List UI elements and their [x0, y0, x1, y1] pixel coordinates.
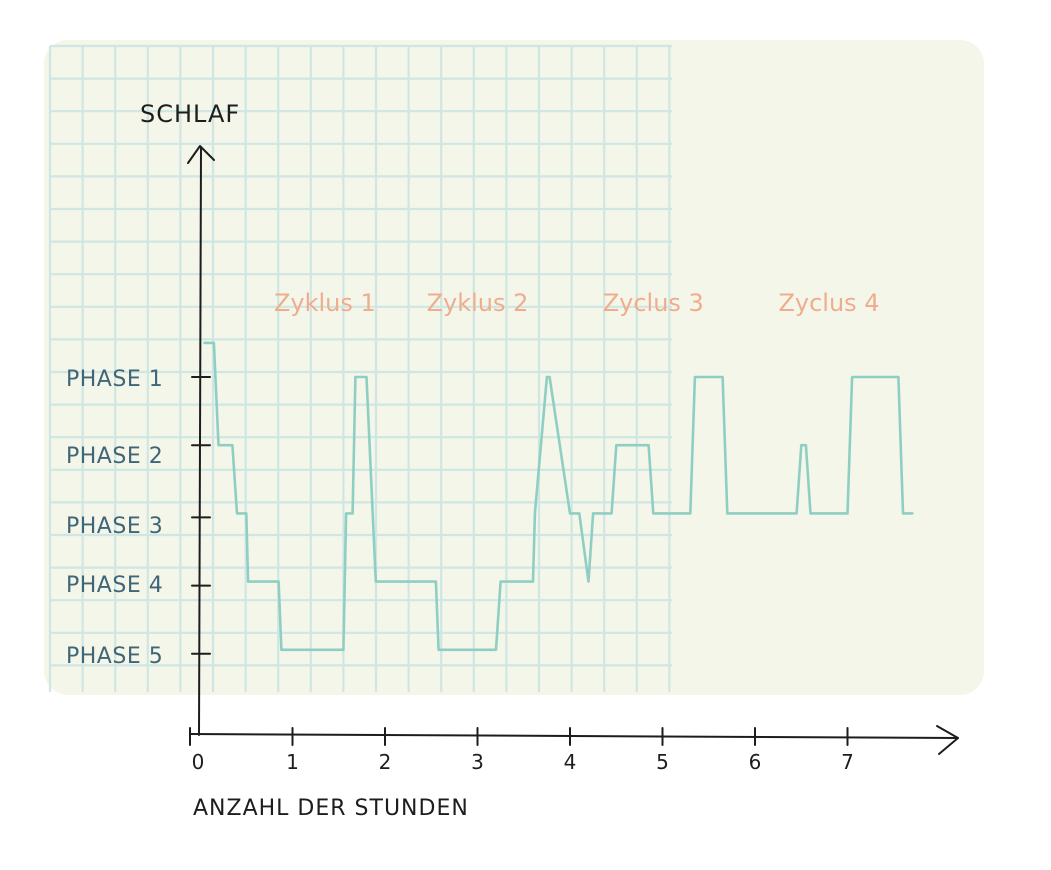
cycle-annotations: Zyklus 1 Zyklus 2 Zyclus 3 Zyclus 4 [274, 289, 880, 317]
paper-background [44, 40, 984, 695]
y-axis-title: SCHLAF [140, 100, 240, 128]
x-tick-label: 4 [564, 750, 577, 774]
sleep-phase-line [203, 341, 914, 652]
y-tick-label: PHASE 3 [66, 514, 163, 539]
cycle-label: Zyclus 3 [603, 289, 704, 317]
cycle-label: Zyklus 2 [427, 289, 529, 317]
y-tick-label: PHASE 4 [66, 573, 163, 598]
x-tick-label: 3 [471, 750, 484, 774]
x-tick-label: 1 [286, 750, 299, 774]
x-tick-label: 5 [656, 750, 669, 774]
axes [187, 145, 959, 755]
y-tick-label: PHASE 2 [66, 444, 163, 469]
y-axis-arrow [187, 145, 215, 164]
x-axis-arrow [936, 725, 959, 755]
grid-lines [48, 44, 672, 692]
x-tick-label: 2 [379, 750, 392, 774]
y-tick-label: PHASE 1 [66, 367, 163, 392]
tick-marks [189, 376, 849, 746]
y-tick-label: PHASE 5 [66, 644, 163, 669]
cycle-label: Zyclus 4 [778, 289, 879, 317]
y-tick-labels: PHASE 1 PHASE 2 PHASE 3 PHASE 4 PHASE 5 [66, 367, 163, 669]
cycle-label: Zyklus 1 [274, 289, 376, 317]
x-tick-label: 0 [192, 750, 205, 774]
x-axis-title: ANZAHL DER STUNDEN [193, 796, 469, 821]
x-tick-label: 7 [841, 750, 854, 774]
graph-paper [44, 40, 984, 695]
x-tick-label: 6 [749, 750, 762, 774]
x-axis-line [189, 733, 959, 739]
y-axis-line [198, 147, 202, 736]
x-tick-labels: 0 1 2 3 4 5 6 7 [192, 750, 854, 774]
